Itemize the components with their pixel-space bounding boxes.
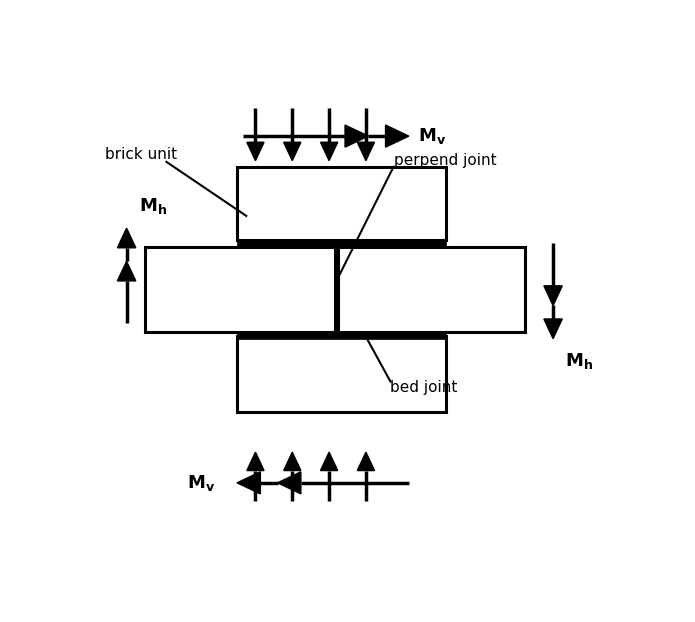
- Bar: [237, 239, 445, 246]
- Polygon shape: [544, 319, 562, 338]
- Text: perpend joint: perpend joint: [393, 153, 496, 168]
- Text: $\mathbf{M_v}$: $\mathbf{M_v}$: [418, 126, 446, 146]
- Bar: [237, 332, 445, 338]
- Bar: [237, 335, 445, 412]
- Bar: [145, 246, 335, 333]
- Bar: [338, 246, 525, 333]
- Polygon shape: [117, 261, 136, 281]
- Polygon shape: [284, 142, 301, 160]
- Polygon shape: [386, 125, 409, 147]
- Bar: [237, 167, 445, 241]
- Polygon shape: [247, 452, 264, 471]
- Polygon shape: [345, 125, 368, 147]
- Text: brick unit: brick unit: [105, 147, 177, 162]
- Polygon shape: [320, 452, 338, 471]
- Polygon shape: [117, 228, 136, 248]
- Polygon shape: [237, 471, 261, 494]
- Text: bed joint: bed joint: [391, 380, 458, 395]
- Text: $\mathbf{M_h}$: $\mathbf{M_h}$: [565, 351, 594, 371]
- Polygon shape: [357, 142, 375, 160]
- Polygon shape: [277, 471, 301, 494]
- Polygon shape: [544, 286, 562, 305]
- Polygon shape: [284, 452, 301, 471]
- Polygon shape: [247, 142, 264, 160]
- Text: $\mathbf{M_h}$: $\mathbf{M_h}$: [139, 196, 167, 216]
- Polygon shape: [320, 142, 338, 160]
- Text: $\mathbf{M_v}$: $\mathbf{M_v}$: [188, 473, 215, 493]
- Polygon shape: [357, 452, 375, 471]
